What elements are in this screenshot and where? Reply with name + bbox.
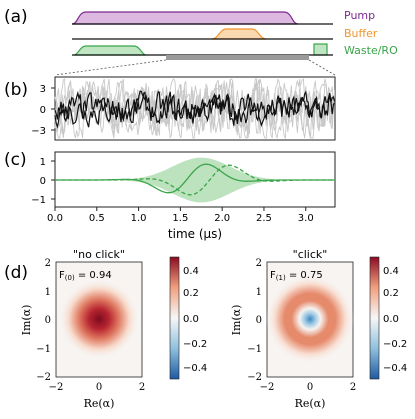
c-xtick-label: 1.5: [172, 213, 188, 224]
d-left-cb-m04: −0.4: [183, 363, 207, 374]
c-xtick-label: 2.0: [214, 213, 230, 224]
b-ytick-m3: −3: [31, 126, 46, 137]
noise-traces: [54, 78, 336, 140]
readout-pulse: [313, 43, 328, 56]
mode-envelope: [55, 157, 335, 203]
legend-waste-ro: Waste/RO: [344, 44, 398, 57]
c-xtick-label: 3.0: [298, 213, 314, 224]
c-xtick-label: 1.0: [131, 213, 147, 224]
pump-pulse: [71, 11, 299, 25]
d-left-ytick-2: 2: [45, 258, 51, 269]
c-ytick-1: 1: [40, 157, 46, 168]
d-left-ytick-0: 0: [45, 315, 51, 326]
panel-label-d: (d): [4, 263, 28, 283]
d-right-cb-00: 0.0: [383, 314, 399, 325]
d-right-xtick-0: 0: [307, 382, 313, 393]
c-xtick-label: 2.5: [256, 213, 272, 224]
wigner-ring-right: [266, 275, 354, 363]
d-left-xtick-2: 2: [139, 382, 145, 393]
d-left-cb-m02: −0.2: [183, 339, 207, 350]
readout-window: [166, 55, 309, 60]
d-left-cb-00: 0.0: [183, 314, 199, 325]
d-left-fidelity: F(0) = 0.94: [59, 270, 112, 282]
d-left-xlabel: Re(α): [84, 397, 115, 410]
d-right-xtick-m2: −2: [260, 382, 275, 393]
c-ytick-0: 0: [40, 176, 46, 187]
d-left-ylabel: Im(α): [20, 305, 33, 336]
d-right-title: "click": [293, 248, 328, 261]
legend-buffer: Buffer: [344, 27, 378, 40]
c-xticks: 0.0 0.5 1.0 1.5 2.0 2.5 3.0: [47, 207, 314, 224]
d-left-xtick-0: 0: [96, 382, 102, 393]
d-right-ytick-0: 0: [256, 315, 262, 326]
d-right-ytick-m2: −2: [247, 372, 262, 383]
d-right-cb-02: 0.2: [383, 288, 399, 299]
waste-pulse: [73, 45, 147, 56]
d-right-fidelity: F(1) = 0.75: [270, 270, 323, 282]
d-right-cb-04: 0.4: [383, 266, 399, 277]
c-xlabel: time (µs): [168, 227, 222, 241]
d-right-ytick-2: 2: [256, 258, 262, 269]
panel-label-a: (a): [4, 7, 28, 27]
wigner-blob-left: [59, 279, 139, 359]
noise-trace: [54, 90, 336, 127]
wigner-no-click: "no click" F(0) = 0.94 −2 0 2 Re(α) 2 1 …: [20, 248, 207, 410]
panel-label-c: (c): [4, 150, 27, 170]
d-right-cb-m04: −0.4: [383, 363, 407, 374]
d-left-cb-02: 0.2: [183, 288, 199, 299]
pulse-sequence: [54, 11, 336, 76]
wigner-click: "click" F(1) = 0.75 −2 0 2 Re(α) 2 1 0 −…: [230, 248, 407, 410]
d-left-ytick-m1: −1: [36, 344, 51, 355]
panel-b-plot: 3 0 −3: [31, 76, 336, 141]
d-right-colorbar: [369, 256, 380, 380]
d-right-xtick-2: 2: [350, 382, 356, 393]
d-left-ytick-1: 1: [45, 287, 51, 298]
c-xtick-label: 0.5: [89, 213, 105, 224]
d-right-xlabel: Re(α): [295, 397, 326, 410]
d-left-title: "no click": [73, 248, 125, 261]
d-left-colorbar: [169, 256, 180, 380]
buffer-pulse: [211, 28, 267, 40]
noise-trace: [54, 90, 336, 129]
b-ytick-3: 3: [40, 84, 46, 95]
b-ytick-0: 0: [40, 105, 46, 116]
d-right-cb-m02: −0.2: [383, 339, 407, 350]
d-left-xtick-m2: −2: [49, 382, 64, 393]
d-right-ylabel: Im(α): [230, 305, 243, 336]
c-ytick-m1: −1: [31, 195, 46, 206]
mode-function-dashed: [55, 164, 335, 196]
c-xtick-label: 0.0: [47, 213, 63, 224]
d-right-ytick-1: 1: [256, 287, 262, 298]
legend-pump: Pump: [344, 9, 375, 22]
d-left-ytick-m2: −2: [36, 372, 51, 383]
d-right-ytick-m1: −1: [247, 344, 262, 355]
panel-c-plot: 1 0 −1 0.0 0.5 1.0 1.5 2.0 2.5 3.0 time (µs): [31, 151, 336, 241]
d-left-cb-04: 0.4: [183, 266, 199, 277]
panel-label-b: (b): [4, 80, 28, 100]
